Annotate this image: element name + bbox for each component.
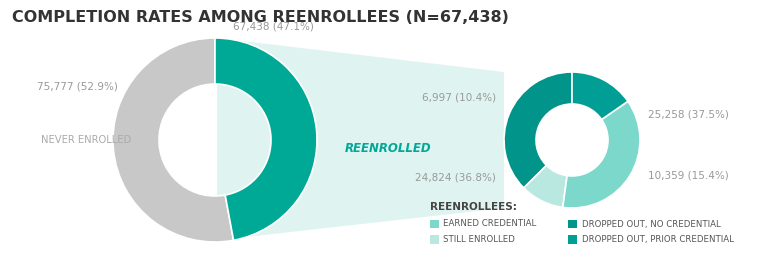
Text: 67,438 (47.1%): 67,438 (47.1%) bbox=[234, 22, 314, 32]
Text: REENROLLEES:: REENROLLEES: bbox=[430, 202, 517, 212]
Text: DROPPED OUT, NO CREDENTIAL: DROPPED OUT, NO CREDENTIAL bbox=[582, 220, 720, 229]
Wedge shape bbox=[504, 72, 572, 188]
Text: EARNED CREDENTIAL: EARNED CREDENTIAL bbox=[444, 220, 537, 229]
Text: 75,777 (52.9%): 75,777 (52.9%) bbox=[37, 82, 118, 92]
Wedge shape bbox=[563, 101, 640, 208]
Polygon shape bbox=[217, 38, 504, 240]
Wedge shape bbox=[215, 38, 317, 240]
Wedge shape bbox=[572, 72, 628, 120]
Text: 25,258 (37.5%): 25,258 (37.5%) bbox=[648, 109, 729, 119]
Text: 6,997 (10.4%): 6,997 (10.4%) bbox=[422, 93, 496, 103]
Text: STILL ENROLLED: STILL ENROLLED bbox=[444, 235, 515, 244]
Wedge shape bbox=[524, 165, 567, 207]
Bar bbox=[568, 235, 576, 244]
Text: NEVER ENROLLED: NEVER ENROLLED bbox=[41, 135, 131, 145]
Text: 10,359 (15.4%): 10,359 (15.4%) bbox=[648, 170, 729, 180]
Text: COMPLETION RATES AMONG REENROLLEES (N=67,438): COMPLETION RATES AMONG REENROLLEES (N=67… bbox=[12, 10, 509, 25]
Bar bbox=[430, 220, 438, 228]
Text: DROPPED OUT, PRIOR CREDENTIAL: DROPPED OUT, PRIOR CREDENTIAL bbox=[582, 235, 733, 244]
Bar bbox=[430, 235, 438, 244]
Text: 24,824 (36.8%): 24,824 (36.8%) bbox=[415, 172, 496, 182]
Wedge shape bbox=[113, 38, 234, 242]
Bar bbox=[568, 220, 576, 228]
Text: REENROLLED: REENROLLED bbox=[345, 142, 432, 155]
